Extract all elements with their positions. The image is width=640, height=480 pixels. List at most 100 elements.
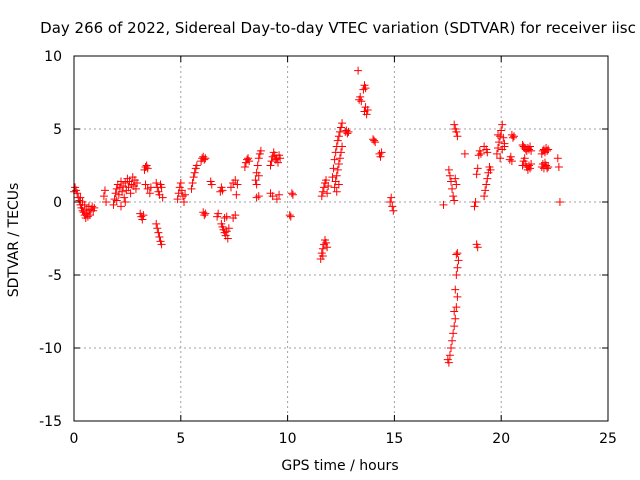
y-tick-label: -10 <box>39 341 62 357</box>
data-point <box>133 179 142 188</box>
data-point <box>154 228 163 237</box>
data-point <box>451 174 460 183</box>
data-point <box>318 244 327 253</box>
data-point <box>254 192 263 201</box>
data-point <box>450 120 459 129</box>
data-point <box>86 211 95 220</box>
x-tick-label: 10 <box>279 431 297 447</box>
data-point <box>356 92 365 101</box>
y-tick-label: 10 <box>44 49 62 65</box>
data-point <box>452 127 461 136</box>
data-point <box>543 164 552 173</box>
data-point <box>328 173 337 182</box>
data-point <box>157 240 166 249</box>
data-point <box>286 212 295 221</box>
data-point <box>158 193 167 202</box>
data-point <box>323 243 332 252</box>
x-tick-label: 0 <box>70 431 79 447</box>
data-point <box>332 187 341 196</box>
data-point <box>473 243 482 252</box>
data-point <box>112 184 121 193</box>
data-point <box>233 180 242 189</box>
data-point <box>523 165 532 174</box>
data-point <box>450 307 459 316</box>
data-points <box>70 66 564 367</box>
data-point <box>343 129 352 138</box>
data-point <box>493 130 502 139</box>
data-point <box>218 186 227 195</box>
data-point <box>266 161 275 170</box>
data-point <box>143 164 152 173</box>
y-tick-label: -5 <box>48 268 62 284</box>
data-point <box>544 162 553 171</box>
y-tick-label: 5 <box>53 122 62 138</box>
data-point <box>176 179 185 188</box>
data-point <box>483 174 492 183</box>
x-tick-label: 5 <box>176 431 185 447</box>
data-point <box>216 187 225 196</box>
data-point <box>201 209 210 218</box>
data-point <box>317 192 326 201</box>
data-point <box>450 322 459 331</box>
data-point <box>451 285 460 294</box>
data-point <box>83 212 92 221</box>
data-point <box>527 146 536 155</box>
data-point <box>452 271 461 279</box>
data-point <box>214 209 223 218</box>
data-point <box>285 211 294 220</box>
data-point <box>110 195 119 204</box>
data-point <box>116 177 125 186</box>
data-point <box>102 198 111 206</box>
data-point <box>99 192 108 201</box>
data-point <box>272 195 281 204</box>
data-point <box>493 143 502 152</box>
data-point <box>112 196 121 205</box>
data-point <box>500 142 509 151</box>
data-point <box>120 193 129 202</box>
data-point <box>527 160 536 169</box>
data-point <box>152 179 161 188</box>
data-point <box>473 164 482 173</box>
data-point <box>252 180 261 189</box>
data-point <box>115 183 124 192</box>
data-point <box>445 171 454 180</box>
data-point <box>226 183 235 192</box>
data-point <box>322 238 331 247</box>
data-point <box>371 138 380 147</box>
data-point <box>334 132 343 141</box>
data-point <box>207 180 216 189</box>
data-point <box>319 183 328 192</box>
data-point <box>449 192 458 201</box>
data-point <box>200 155 209 164</box>
data-point <box>332 171 341 180</box>
data-point <box>273 158 282 167</box>
data-point <box>452 180 461 189</box>
data-point <box>73 189 82 198</box>
data-point <box>496 132 505 141</box>
data-point <box>334 160 343 169</box>
data-point <box>155 233 164 242</box>
data-point <box>222 212 231 221</box>
data-point <box>76 193 85 202</box>
data-point <box>243 155 252 164</box>
data-point <box>451 314 460 323</box>
data-point <box>276 154 285 163</box>
data-point <box>526 142 535 151</box>
data-point <box>231 211 240 220</box>
data-point <box>453 292 462 301</box>
data-point <box>510 132 519 141</box>
data-point <box>444 165 453 174</box>
data-point <box>447 177 456 186</box>
data-point <box>189 173 198 182</box>
data-point <box>121 179 130 188</box>
y-tick-label: -15 <box>39 414 62 430</box>
data-point <box>486 165 495 174</box>
data-point <box>376 152 385 161</box>
data-point <box>131 184 140 193</box>
data-point <box>180 198 189 206</box>
data-point <box>121 198 130 206</box>
data-point <box>322 176 331 185</box>
x-axis-label: GPS time / hours <box>281 458 398 474</box>
plot-frame <box>73 55 609 422</box>
